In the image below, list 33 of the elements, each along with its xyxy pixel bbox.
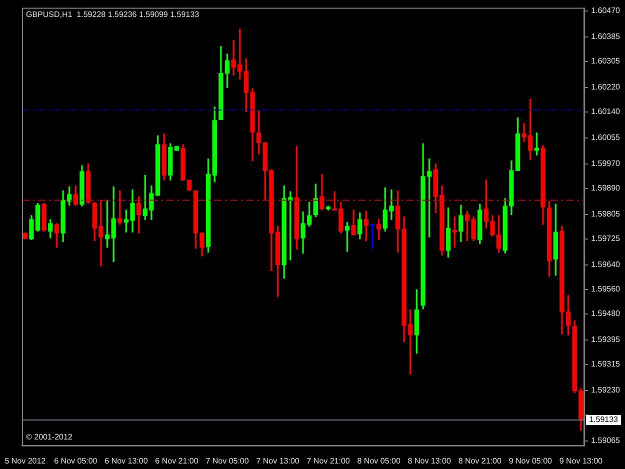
x-tick-label: 7 Nov 05:00 [206,456,250,466]
ref-line-label: 1.59133 [589,415,619,424]
y-tick-label: 1.60305 [591,56,621,66]
y-tick-label: 1.60470 [591,6,621,16]
y-tick-label: 1.59560 [591,284,621,294]
x-tick-label: 8 Nov 21:00 [458,456,502,466]
y-tick-label: 1.59065 [591,436,621,446]
y-tick-label: 1.59805 [591,210,621,219]
y-tick-label: 1.59890 [591,184,621,193]
x-tick-label: 9 Nov 05:00 [508,456,553,466]
candlestick [370,224,375,249]
y-tick-label: 1.59395 [591,335,621,344]
chart-title: GBPUSD,H1 1.59228 1.59236 1.59099 1.59133 [26,10,200,20]
x-tick-label: 5 Nov 2012 [4,456,46,466]
annotation: © 2001-2012 [26,432,73,442]
x-tick-label: 7 Nov 21:00 [306,456,350,466]
x-tick-label: 6 Nov 13:00 [104,456,148,466]
x-tick-label: 9 Nov 13:00 [559,456,604,466]
y-tick-label: 1.59640 [591,260,621,270]
y-tick-label: 1.59725 [591,234,621,244]
y-tick-label: 1.60055 [591,133,621,142]
y-tick-label: 1.60140 [591,107,621,116]
y-tick-label: 1.59230 [591,386,621,395]
x-tick-label: 7 Nov 13:00 [256,456,300,466]
y-tick-label: 1.60220 [591,82,621,92]
y-tick-label: 1.59480 [591,309,621,318]
y-tick-label: 1.60385 [591,32,621,42]
x-tick-label: 8 Nov 05:00 [357,456,401,466]
x-tick-label: 6 Nov 05:00 [54,456,98,466]
y-tick-label: 1.59315 [591,360,621,369]
x-tick-label: 6 Nov 21:00 [155,456,199,466]
x-tick-label: 8 Nov 13:00 [408,456,452,466]
y-tick-label: 1.59970 [591,159,621,168]
